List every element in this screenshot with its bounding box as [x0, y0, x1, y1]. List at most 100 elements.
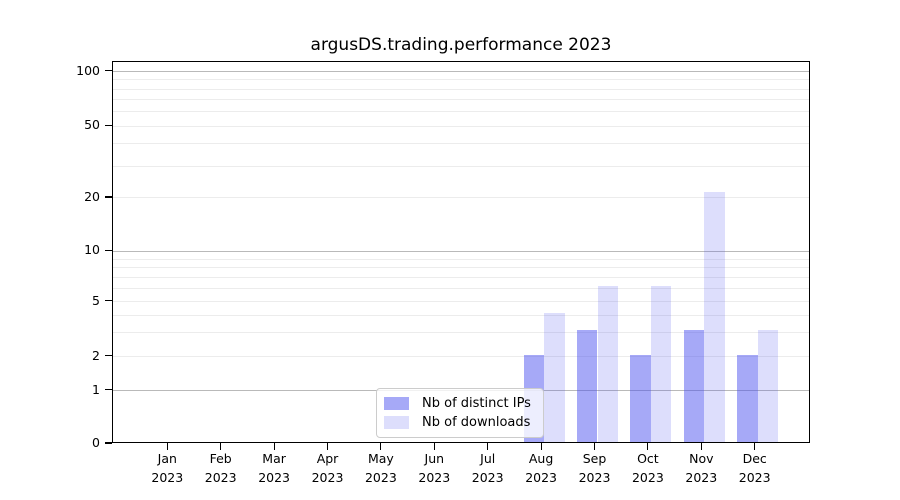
- y-tick-label-50: 50: [84, 117, 100, 133]
- x-tick-month: Sep: [582, 451, 607, 466]
- x-tick-label-dec: Dec 2023: [727, 450, 783, 487]
- x-tick-year: 2023: [151, 469, 184, 485]
- y-tick-mark: [105, 249, 112, 252]
- x-tick-mark: [754, 443, 756, 450]
- x-tick-year: 2023: [204, 469, 237, 485]
- x-tick-label-jul: Jul 2023: [460, 450, 516, 487]
- gridline-minor: [113, 125, 809, 127]
- bar-downloads-oct: [650, 286, 672, 442]
- y-tick-label-0: 0: [92, 435, 100, 450]
- x-tick-label-mar: Mar 2023: [246, 450, 302, 487]
- x-tick-month: Aug: [528, 451, 554, 466]
- y-tick-label-100: 100: [76, 62, 100, 78]
- gridline-minor: [113, 143, 809, 145]
- y-tick-label-10: 10: [84, 242, 100, 258]
- x-tick-label-sep: Sep 2023: [567, 450, 623, 487]
- gridline-minor: [113, 165, 809, 167]
- x-tick-month: Apr: [316, 451, 339, 466]
- gridline-minor: [113, 197, 809, 199]
- x-tick-label-nov: Nov 2023: [673, 450, 729, 487]
- legend-entry-distinct-ips: Nb of distinct IPs: [384, 394, 535, 413]
- bar-downloads-sep: [597, 286, 619, 442]
- legend-swatch-downloads: [384, 416, 409, 429]
- y-tick-mark: [105, 355, 112, 357]
- y-tick-label-20: 20: [84, 188, 100, 204]
- x-tick-year: 2023: [471, 469, 504, 485]
- x-tick-month: Mar: [262, 451, 286, 466]
- legend-swatch-distinct-ips: [384, 397, 409, 410]
- x-tick-mark: [433, 443, 435, 450]
- gridline-major: [113, 250, 809, 252]
- gridline-minor: [113, 276, 809, 278]
- gridline-minor: [113, 287, 809, 289]
- x-tick-mark: [273, 443, 275, 450]
- x-tick-month: Jul: [480, 451, 496, 466]
- gridline-minor: [113, 111, 809, 113]
- y-tick-mark: [105, 388, 112, 391]
- x-tick-month: Feb: [209, 451, 232, 466]
- x-tick-year: 2023: [738, 469, 771, 485]
- x-tick-month: Oct: [637, 451, 659, 466]
- bar-distinct-ips-nov: [683, 330, 705, 442]
- x-tick-mark: [326, 443, 329, 450]
- gridline-minor: [113, 99, 809, 101]
- bar-downloads-dec: [757, 330, 779, 442]
- gridline-minor: [113, 314, 809, 316]
- x-tick-mark: [540, 443, 542, 450]
- bars-layer: [113, 62, 809, 442]
- bar-downloads-aug: [544, 313, 565, 442]
- x-tick-year: 2023: [685, 469, 718, 485]
- x-tick-label-jun: Jun 2023: [406, 450, 462, 487]
- y-tick-mark: [105, 69, 112, 72]
- x-tick-mark: [593, 443, 596, 450]
- x-tick-month: May: [367, 451, 394, 466]
- x-tick-year: 2023: [311, 469, 344, 485]
- gridline-minor: [113, 88, 809, 90]
- x-tick-mark: [166, 443, 168, 450]
- bar-distinct-ips-sep: [576, 330, 598, 442]
- legend-entry-downloads: Nb of downloads: [384, 413, 535, 432]
- gridline-major: [113, 71, 809, 73]
- legend: Nb of distinct IPs Nb of downloads: [376, 388, 544, 438]
- y-tick-label-2: 2: [92, 347, 100, 363]
- x-tick-label-apr: Apr 2023: [300, 450, 356, 487]
- y-tick-mark: [105, 442, 112, 444]
- chart-title: argusDS.trading.performance 2023: [310, 35, 612, 55]
- y-tick-label-1: 1: [92, 381, 100, 397]
- x-tick-label-oct: Oct 2023: [620, 450, 676, 487]
- x-tick-mark: [487, 443, 489, 450]
- legend-label-distinct-ips: Nb of distinct IPs: [422, 396, 531, 411]
- legend-label-downloads: Nb of downloads: [422, 415, 531, 430]
- y-tick-mark: [105, 124, 112, 126]
- gridline-minor: [113, 267, 809, 269]
- x-tick-year: 2023: [364, 469, 397, 485]
- x-tick-year: 2023: [418, 469, 451, 485]
- x-tick-mark: [220, 443, 222, 450]
- x-tick-month: Nov: [689, 451, 714, 466]
- x-tick-mark: [380, 443, 382, 450]
- x-tick-mark: [700, 443, 702, 450]
- x-tick-year: 2023: [525, 469, 557, 485]
- plot-area: Nb of distinct IPs Nb of downloads: [112, 61, 810, 443]
- x-tick-label-feb: Feb 2023: [193, 450, 249, 487]
- bar-distinct-ips-dec: [737, 354, 758, 442]
- x-tick-month: Dec: [742, 451, 767, 466]
- gridline-minor: [113, 258, 809, 260]
- bar-distinct-ips-oct: [630, 354, 651, 442]
- x-tick-label-jan: Jan 2023: [139, 450, 195, 487]
- x-tick-label-may: May 2023: [353, 450, 409, 487]
- x-tick-month: Jan: [157, 451, 177, 466]
- bar-downloads-nov: [704, 192, 725, 442]
- y-tick-mark: [105, 196, 112, 198]
- x-tick-year: 2023: [578, 469, 611, 485]
- x-tick-mark: [647, 443, 649, 450]
- y-tick-mark: [105, 299, 112, 302]
- x-tick-label-aug: Aug 2023: [513, 450, 569, 487]
- gridline-minor: [113, 301, 809, 302]
- gridline-minor: [113, 356, 809, 358]
- x-tick-month: Jun: [424, 451, 445, 466]
- gridline-minor: [113, 79, 809, 81]
- y-tick-label-5: 5: [92, 292, 100, 308]
- x-tick-year: 2023: [258, 469, 290, 485]
